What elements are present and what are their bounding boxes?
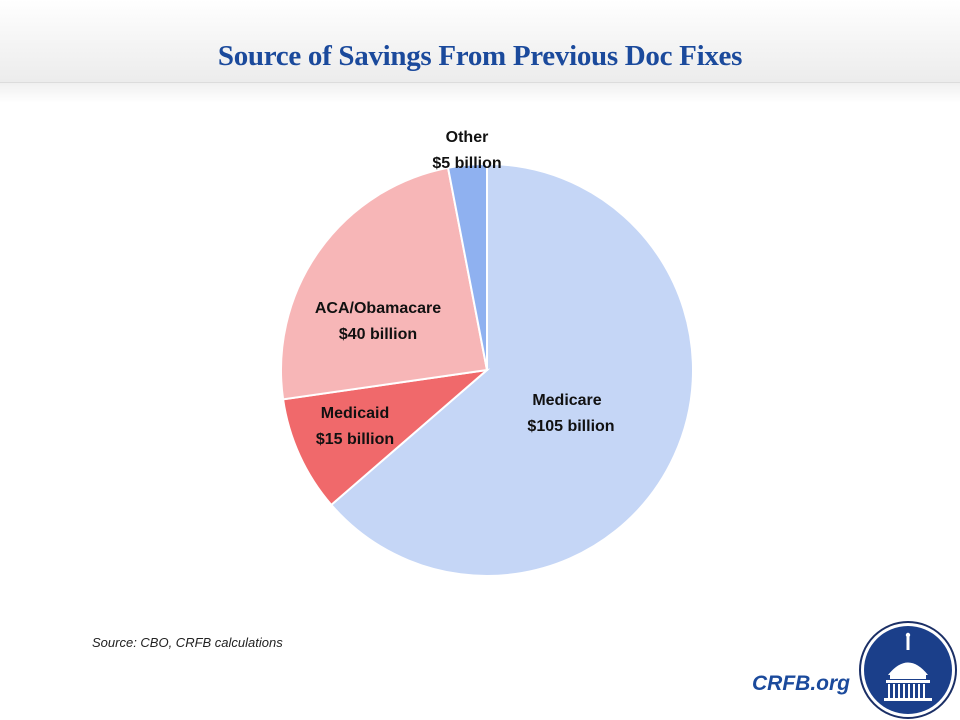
slice-label-value: $5 billion <box>432 155 502 172</box>
source-note: Source: CBO, CRFB calculations <box>92 635 283 650</box>
slice-label-aca: ACA/Obamacare $40 billion <box>313 296 443 348</box>
pie-slice-medicare <box>329 162 694 577</box>
slice-label-value: $40 billion <box>338 326 418 343</box>
slice-label-name: Medicare <box>532 392 602 409</box>
pie-slice-other <box>446 162 488 371</box>
slice-label-name: Other <box>445 129 489 146</box>
slice-label-name: ACA/Obamacare <box>314 300 442 317</box>
slice-label-name: Medicaid <box>320 405 390 422</box>
chart-title: Source of Savings From Previous Doc Fixe… <box>217 40 743 72</box>
brand-link[interactable]: CRFB.org <box>752 672 850 695</box>
pie-slice-medicaid <box>281 368 491 507</box>
capitol-logo-icon <box>859 621 957 719</box>
slice-label-medicaid: Medicaid $15 billion <box>300 401 410 453</box>
title-band <box>0 0 960 83</box>
slice-label-value: $105 billion <box>527 418 615 435</box>
slice-label-other: Other $5 billion <box>412 125 522 177</box>
slice-label-medicare: Medicare $105 billion <box>512 388 622 440</box>
pie-slice-aca-obamacare <box>280 166 489 401</box>
slice-label-value: $15 billion <box>315 431 395 448</box>
title-shadow <box>0 83 960 103</box>
